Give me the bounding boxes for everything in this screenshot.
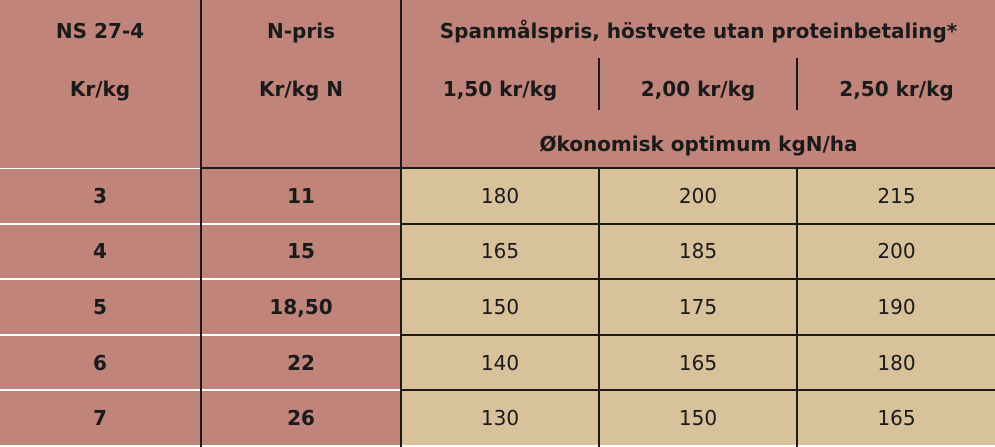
cell-optimum-1-50: 130 [402, 391, 598, 445]
cell-n-price: 11 [202, 169, 400, 223]
column-divider [400, 0, 402, 447]
cell-ns-price: 3 [0, 169, 200, 223]
cell-optimum-2-50: 180 [798, 335, 995, 390]
row-separator [400, 278, 995, 281]
header-price-1: 1,50 kr/kg [442, 77, 558, 101]
header-background [0, 0, 995, 168]
cell-n-price: 22 [202, 335, 400, 390]
row-separator [400, 222, 995, 225]
cell-optimum-2-50: 190 [798, 280, 995, 334]
cell-optimum-2-50: 215 [798, 169, 995, 223]
cell-ns-price: 6 [0, 335, 200, 390]
cell-n-price: 18,50 [202, 280, 400, 334]
header-ns-unit: Kr/kg [69, 77, 131, 101]
cell-ns-price: 7 [0, 391, 200, 445]
cell-optimum-2-50: 200 [798, 224, 995, 279]
cell-optimum-2-00: 200 [600, 169, 796, 223]
cell-optimum-2-00: 150 [600, 391, 796, 445]
cell-optimum-1-50: 180 [402, 169, 598, 223]
header-npris-label: N-pris [267, 19, 335, 43]
row-separator [400, 389, 995, 392]
header-rule [200, 167, 995, 169]
header-price-2: 2,00 kr/kg [640, 77, 756, 101]
column-divider [200, 0, 202, 447]
cell-ns-price: 5 [0, 280, 200, 334]
cell-n-price: 15 [202, 224, 400, 279]
header-price-3: 2,50 kr/kg [839, 77, 954, 101]
price-divider [796, 58, 798, 110]
cell-ns-price: 4 [0, 224, 200, 279]
column-divider [796, 168, 798, 447]
header-grain-price-title: Spanmålspris, höstvete utan proteinbetal… [439, 19, 958, 43]
cell-optimum-2-00: 175 [600, 280, 796, 334]
cell-optimum-2-00: 165 [600, 335, 796, 390]
header-optimum-label: Økonomisk optimum kgN/ha [539, 132, 858, 156]
row-separator [400, 333, 995, 336]
header-ns-label: NS 27-4 [55, 19, 145, 43]
cell-optimum-1-50: 165 [402, 224, 598, 279]
cell-optimum-2-50: 165 [798, 391, 995, 445]
price-divider [598, 58, 600, 110]
cell-optimum-2-00: 185 [600, 224, 796, 279]
cell-n-price: 26 [202, 391, 400, 445]
cell-optimum-1-50: 140 [402, 335, 598, 390]
header-npris-unit: Kr/kg N [259, 77, 343, 101]
column-divider [598, 168, 600, 447]
cell-optimum-1-50: 150 [402, 280, 598, 334]
